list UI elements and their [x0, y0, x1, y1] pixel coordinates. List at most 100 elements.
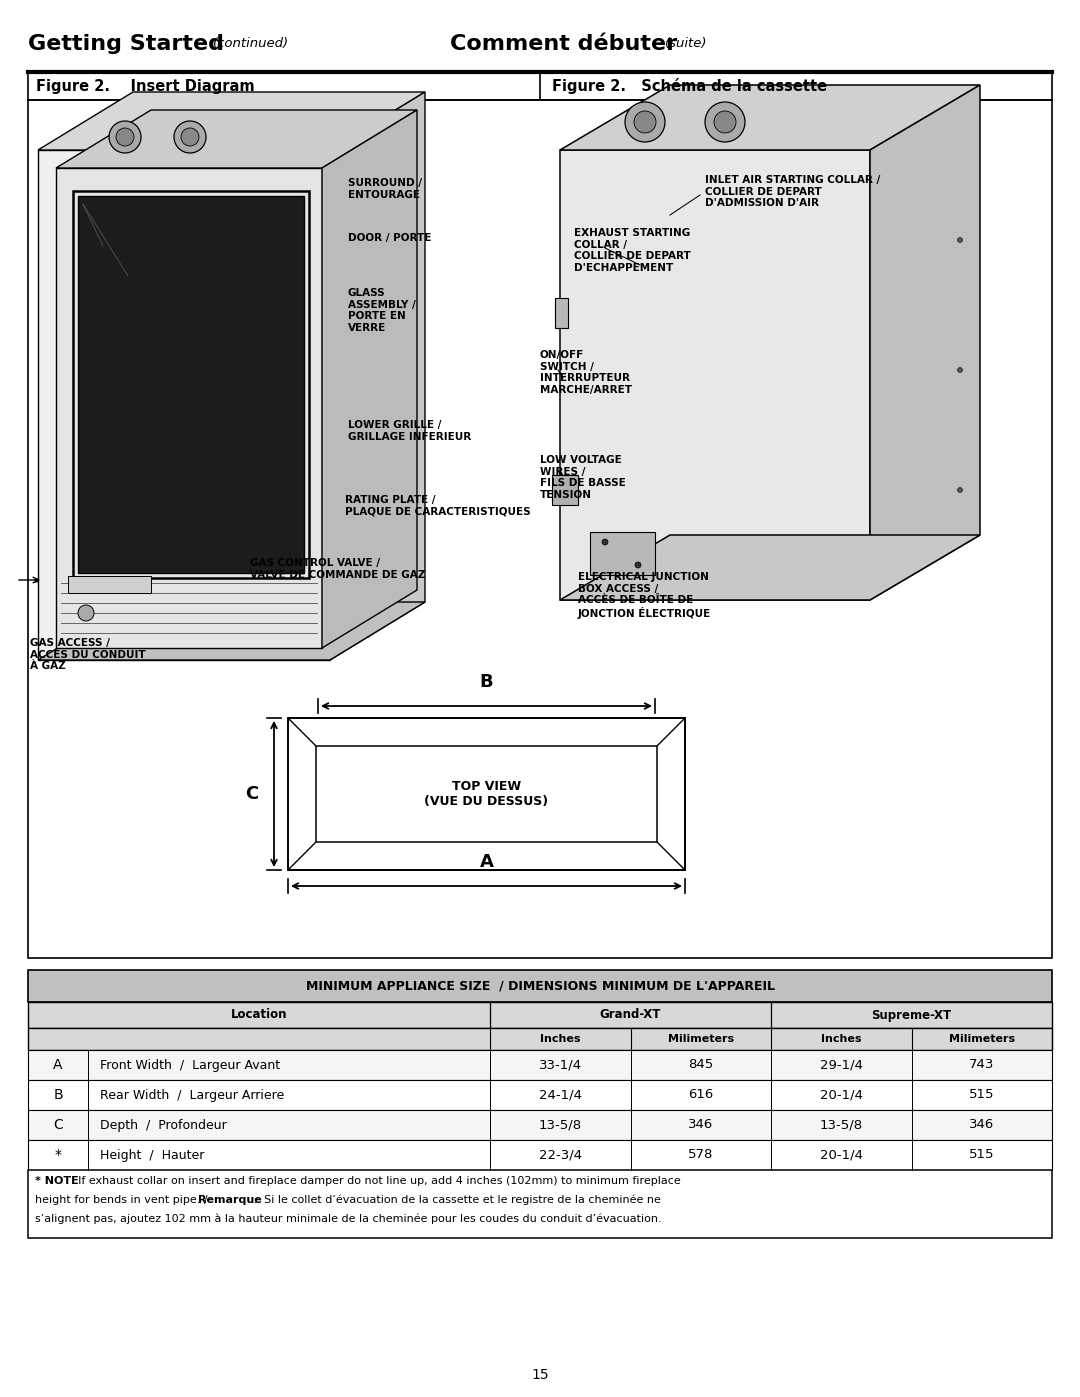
Text: :  Si le collet d’évacuation de la cassette et le registre de la cheminée ne: : Si le collet d’évacuation de la casset… [249, 1194, 661, 1206]
Circle shape [602, 539, 608, 545]
Text: C: C [245, 785, 258, 803]
Polygon shape [56, 110, 417, 168]
Text: 22-3/4: 22-3/4 [539, 1148, 582, 1161]
Text: Figure 2.   Schéma de la cassette: Figure 2. Schéma de la cassette [552, 78, 827, 94]
Text: Inches: Inches [540, 1034, 581, 1044]
Text: TOP VIEW
(VUE DU DESSUS): TOP VIEW (VUE DU DESSUS) [424, 780, 549, 807]
Circle shape [174, 122, 206, 154]
Text: A: A [480, 854, 494, 870]
Polygon shape [78, 196, 303, 573]
Text: 346: 346 [969, 1119, 995, 1132]
Circle shape [958, 488, 962, 493]
Polygon shape [870, 85, 980, 599]
Text: Height  /  Hauter: Height / Hauter [100, 1148, 204, 1161]
Polygon shape [68, 576, 151, 592]
Bar [316, 746, 657, 842]
Text: MINIMUM APPLIANCE SIZE  / DIMENSIONS MINIMUM DE L'APPAREIL: MINIMUM APPLIANCE SIZE / DIMENSIONS MINI… [306, 979, 774, 992]
Text: 13-5/8: 13-5/8 [820, 1119, 863, 1132]
Bar [28, 1171, 1052, 1238]
Circle shape [635, 562, 642, 569]
Polygon shape [552, 475, 578, 504]
Polygon shape [322, 110, 417, 648]
Text: Location: Location [231, 1009, 287, 1021]
Text: C: C [53, 1118, 63, 1132]
Text: Front Width  /  Largeur Avant: Front Width / Largeur Avant [100, 1059, 280, 1071]
Text: 578: 578 [688, 1148, 714, 1161]
Text: Rear Width  /  Largeur Arriere: Rear Width / Largeur Arriere [100, 1088, 284, 1101]
Text: 29-1/4: 29-1/4 [820, 1059, 863, 1071]
Text: 515: 515 [969, 1088, 995, 1101]
Text: EXHAUST STARTING
COLLAR /
COLLIER DE DEPART
D'ECHAPPEMENT: EXHAUST STARTING COLLAR / COLLIER DE DEP… [573, 228, 691, 272]
Text: 33-1/4: 33-1/4 [539, 1059, 582, 1071]
Bar [28, 1140, 1052, 1171]
Text: * NOTE: * NOTE [35, 1176, 79, 1186]
Text: s’alignent pas, ajoutez 102 mm à la hauteur minimale de la cheminée pour les cou: s’alignent pas, ajoutez 102 mm à la haut… [35, 1214, 662, 1224]
Text: B: B [53, 1088, 63, 1102]
Polygon shape [38, 149, 330, 659]
Text: ELECTRICAL JUNCTION
BOX ACCESS /
ACCÈS DE BOÎTE DE
JONCTION ÉLECTRIQUE: ELECTRICAL JUNCTION BOX ACCESS / ACCÈS D… [578, 571, 712, 619]
Text: 13-5/8: 13-5/8 [539, 1119, 582, 1132]
Polygon shape [38, 602, 426, 659]
Text: GAS ACCESS /
ACCÈS DU CONDUIT
À GAZ: GAS ACCESS / ACCÈS DU CONDUIT À GAZ [30, 638, 146, 671]
Text: 743: 743 [969, 1059, 995, 1071]
Text: 24-1/4: 24-1/4 [539, 1088, 582, 1101]
Text: 346: 346 [688, 1119, 714, 1132]
Text: B: B [480, 673, 494, 692]
Text: A: A [53, 1058, 63, 1071]
Text: RATING PLATE /
PLAQUE DE CARACTERISTIQUES: RATING PLATE / PLAQUE DE CARACTERISTIQUE… [345, 495, 530, 517]
Text: Milimeters: Milimeters [667, 1034, 733, 1044]
Text: height for bends in vent pipe. /: height for bends in vent pipe. / [35, 1194, 218, 1206]
Bar [28, 970, 1052, 1002]
Text: DOOR / PORTE: DOOR / PORTE [348, 233, 431, 243]
Text: Depth  /  Profondeur: Depth / Profondeur [100, 1119, 227, 1132]
Text: 20-1/4: 20-1/4 [820, 1088, 863, 1101]
Text: Figure 2.    Insert Diagram: Figure 2. Insert Diagram [36, 78, 255, 94]
Circle shape [958, 237, 962, 243]
Text: INLET AIR STARTING COLLAR /
COLLIER DE DEPART
D'ADMISSION D'AIR: INLET AIR STARTING COLLAR / COLLIER DE D… [705, 175, 880, 208]
Bar [28, 1028, 1052, 1051]
Polygon shape [561, 535, 980, 599]
Circle shape [181, 129, 199, 147]
Bar [28, 1051, 1052, 1080]
Polygon shape [38, 92, 426, 149]
Text: (suite): (suite) [665, 36, 707, 50]
Text: Remarque: Remarque [198, 1194, 261, 1206]
Text: 15: 15 [531, 1368, 549, 1382]
Text: Milimeters: Milimeters [948, 1034, 1015, 1044]
Text: GAS CONTROL VALVE /
VALVE DE COMMANDE DE GAZ: GAS CONTROL VALVE / VALVE DE COMMANDE DE… [249, 557, 426, 580]
Polygon shape [330, 92, 426, 659]
Bar [28, 101, 1052, 958]
Text: *: * [54, 1148, 62, 1162]
Text: 20-1/4: 20-1/4 [820, 1148, 863, 1161]
Text: LOWER GRILLE /
GRILLAGE INFERIEUR: LOWER GRILLE / GRILLAGE INFERIEUR [348, 420, 471, 441]
Circle shape [705, 102, 745, 142]
Bar [28, 1002, 1052, 1028]
Text: (continued): (continued) [213, 36, 289, 50]
Text: Grand-XT: Grand-XT [599, 1009, 661, 1021]
Circle shape [116, 129, 134, 147]
Polygon shape [561, 85, 980, 149]
Polygon shape [56, 168, 322, 648]
Circle shape [634, 110, 656, 133]
Circle shape [78, 605, 94, 622]
Bar [288, 718, 685, 870]
Text: 845: 845 [688, 1059, 714, 1071]
Text: 616: 616 [688, 1088, 714, 1101]
Bar [28, 1080, 1052, 1111]
Circle shape [958, 367, 962, 373]
Text: Inches: Inches [821, 1034, 862, 1044]
Text: Comment débuter: Comment débuter [450, 34, 677, 53]
Circle shape [625, 102, 665, 142]
Text: GLASS
ASSEMBLY /
PORTE EN
VERRE: GLASS ASSEMBLY / PORTE EN VERRE [348, 288, 416, 332]
Text: Supreme-XT: Supreme-XT [872, 1009, 951, 1021]
Circle shape [109, 122, 141, 154]
Text: 515: 515 [969, 1148, 995, 1161]
Text: LOW VOLTAGE
WIRES /
FILS DE BASSE
TENSION: LOW VOLTAGE WIRES / FILS DE BASSE TENSIO… [540, 455, 625, 500]
Text: Getting Started: Getting Started [28, 34, 224, 53]
Text: ON/OFF
SWITCH /
INTERRUPTEUR
MARCHE/ARRET: ON/OFF SWITCH / INTERRUPTEUR MARCHE/ARRE… [540, 351, 632, 395]
Text: : If exhaust collar on insert and fireplace damper do not line up, add 4 inches : : If exhaust collar on insert and firepl… [71, 1176, 680, 1186]
Polygon shape [555, 298, 568, 328]
Polygon shape [561, 149, 870, 599]
Polygon shape [590, 532, 654, 576]
Bar [28, 1111, 1052, 1140]
